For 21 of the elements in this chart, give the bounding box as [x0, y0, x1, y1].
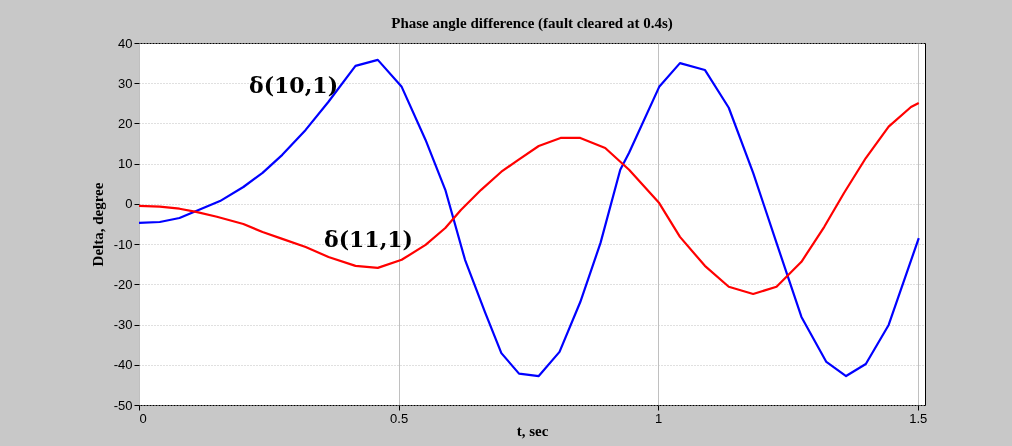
y-tick-label: 40 [118, 35, 133, 51]
series-label: δ(11,1) [323, 225, 414, 252]
y-tick-label: -40 [113, 357, 133, 373]
y-tick-label: 10 [118, 156, 133, 172]
line-series [137, 101, 920, 296]
chart-title: Phase angle difference (fault cleared at 0.4s) [391, 15, 673, 32]
y-tick-label: 20 [118, 115, 133, 131]
y-tick-label: -50 [113, 397, 133, 413]
line-series [137, 58, 920, 378]
y-axis-title: Delta, degree [89, 182, 106, 267]
y-tick-label: 30 [118, 75, 133, 91]
y-tick-label: 0 [125, 196, 133, 212]
y-tick-label: -30 [113, 317, 133, 333]
series-label: δ(10,1) [248, 71, 339, 98]
x-axis-title: t, sec [516, 422, 549, 439]
y-tick-label: -10 [113, 236, 133, 252]
x-tick-label: 1 [655, 410, 663, 426]
x-tick-label: 0 [139, 410, 147, 426]
x-tick-label: 1.5 [909, 410, 928, 426]
x-tick-label: 0.5 [390, 410, 409, 426]
y-tick-label: -20 [113, 276, 133, 292]
